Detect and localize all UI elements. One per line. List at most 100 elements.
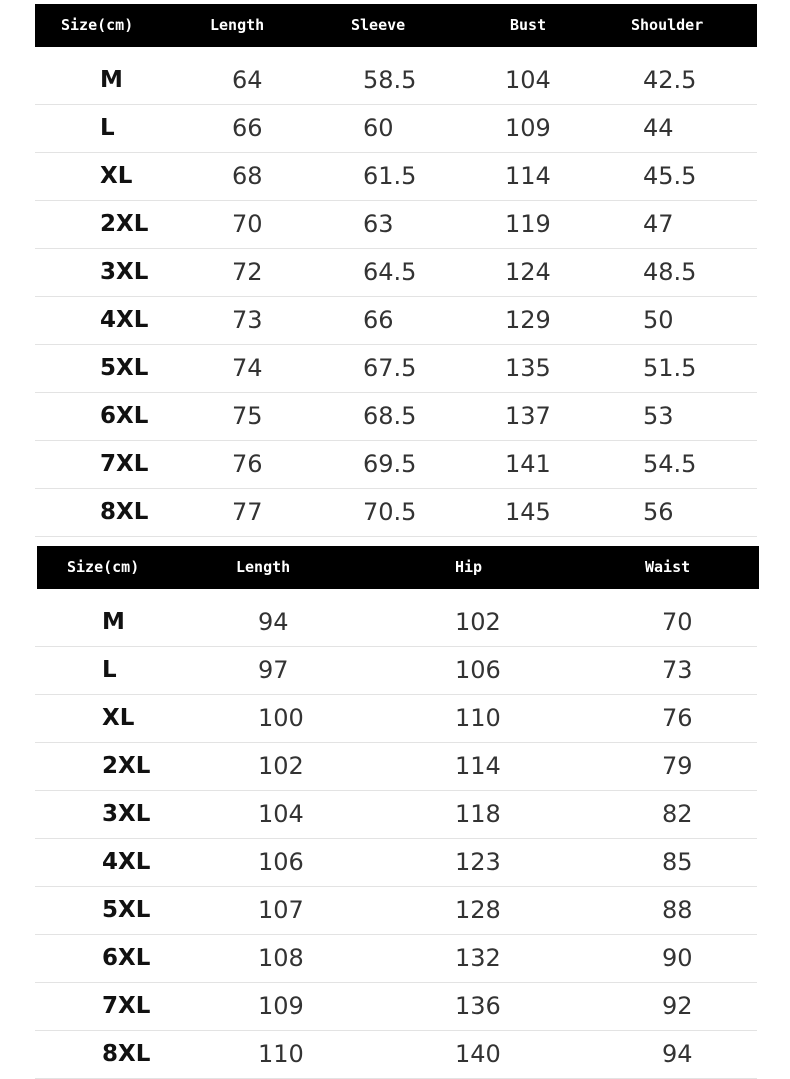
value-cell: 79 — [662, 752, 693, 780]
value-cell: 63 — [363, 210, 394, 238]
size-cell: M — [100, 67, 123, 93]
value-cell: 64.5 — [363, 258, 417, 286]
value-cell: 76 — [662, 704, 693, 732]
value-cell: 51.5 — [643, 354, 697, 382]
value-cell: 75 — [232, 402, 263, 430]
value-cell: 123 — [455, 848, 501, 876]
value-cell: 106 — [455, 656, 501, 684]
bottom-table-header: Size(cm) Length Hip Waist — [37, 546, 759, 589]
value-cell: 94 — [662, 1040, 693, 1068]
value-cell: 114 — [455, 752, 501, 780]
size-cell: 6XL — [102, 945, 151, 971]
value-cell: 104 — [505, 66, 551, 94]
size-cell: 3XL — [102, 801, 151, 827]
value-cell: 135 — [505, 354, 551, 382]
table-row: 7XL 76 69.5 141 54.5 — [35, 440, 757, 489]
value-cell: 100 — [258, 704, 304, 732]
header-cell: Length — [210, 16, 265, 34]
value-cell: 108 — [258, 944, 304, 972]
value-cell: 61.5 — [363, 162, 417, 190]
size-cell: 2XL — [100, 211, 149, 237]
table-row: 7XL 109 136 92 — [35, 982, 757, 1031]
top-table-header: Size(cm) Length Sleeve Bust Shoulder — [35, 4, 757, 47]
value-cell: 66 — [363, 306, 394, 334]
table-row: 4XL 73 66 129 50 — [35, 296, 757, 345]
value-cell: 92 — [662, 992, 693, 1020]
value-cell: 54.5 — [643, 450, 697, 478]
header-cell: Size(cm) — [61, 16, 134, 34]
header-cell: Waist — [645, 558, 691, 576]
value-cell: 145 — [505, 498, 551, 526]
value-cell: 114 — [505, 162, 551, 190]
value-cell: 73 — [662, 656, 693, 684]
value-cell: 97 — [258, 656, 289, 684]
value-cell: 118 — [455, 800, 501, 828]
header-cell: Sleeve — [351, 16, 406, 34]
table-row: M 64 58.5 104 42.5 — [35, 56, 757, 105]
size-cell: XL — [100, 163, 133, 189]
value-cell: 88 — [662, 896, 693, 924]
table-row: 2XL 102 114 79 — [35, 742, 757, 791]
value-cell: 82 — [662, 800, 693, 828]
size-cell: 6XL — [100, 403, 149, 429]
table-row: 6XL 108 132 90 — [35, 934, 757, 983]
size-cell: 4XL — [100, 307, 149, 333]
value-cell: 70 — [232, 210, 263, 238]
size-cell: 7XL — [100, 451, 149, 477]
table-row: 4XL 106 123 85 — [35, 838, 757, 887]
value-cell: 110 — [258, 1040, 304, 1068]
value-cell: 74 — [232, 354, 263, 382]
value-cell: 50 — [643, 306, 674, 334]
value-cell: 94 — [258, 608, 289, 636]
table-row: 3XL 72 64.5 124 48.5 — [35, 248, 757, 297]
value-cell: 44 — [643, 114, 674, 142]
value-cell: 66 — [232, 114, 263, 142]
value-cell: 58.5 — [363, 66, 417, 94]
value-cell: 119 — [505, 210, 551, 238]
value-cell: 141 — [505, 450, 551, 478]
size-cell: 8XL — [102, 1041, 151, 1067]
value-cell: 48.5 — [643, 258, 697, 286]
size-cell: 2XL — [102, 753, 151, 779]
value-cell: 132 — [455, 944, 501, 972]
value-cell: 104 — [258, 800, 304, 828]
value-cell: 128 — [455, 896, 501, 924]
size-cell: 8XL — [100, 499, 149, 525]
table-row: 2XL 70 63 119 47 — [35, 200, 757, 249]
size-cell: 7XL — [102, 993, 151, 1019]
value-cell: 90 — [662, 944, 693, 972]
size-cell: L — [102, 657, 117, 683]
value-cell: 73 — [232, 306, 263, 334]
value-cell: 42.5 — [643, 66, 697, 94]
value-cell: 77 — [232, 498, 263, 526]
value-cell: 60 — [363, 114, 394, 142]
value-cell: 53 — [643, 402, 674, 430]
table-row: L 97 106 73 — [35, 646, 757, 695]
value-cell: 110 — [455, 704, 501, 732]
value-cell: 129 — [505, 306, 551, 334]
size-cell: XL — [102, 705, 135, 731]
value-cell: 68 — [232, 162, 263, 190]
value-cell: 67.5 — [363, 354, 417, 382]
value-cell: 136 — [455, 992, 501, 1020]
value-cell: 102 — [455, 608, 501, 636]
value-cell: 76 — [232, 450, 263, 478]
value-cell: 109 — [258, 992, 304, 1020]
value-cell: 137 — [505, 402, 551, 430]
size-cell: 5XL — [100, 355, 149, 381]
size-cell: M — [102, 609, 125, 635]
value-cell: 56 — [643, 498, 674, 526]
value-cell: 69.5 — [363, 450, 417, 478]
table-row: 5XL 74 67.5 135 51.5 — [35, 344, 757, 393]
value-cell: 85 — [662, 848, 693, 876]
value-cell: 140 — [455, 1040, 501, 1068]
table-row: XL 68 61.5 114 45.5 — [35, 152, 757, 201]
table-row: 6XL 75 68.5 137 53 — [35, 392, 757, 441]
value-cell: 68.5 — [363, 402, 417, 430]
value-cell: 124 — [505, 258, 551, 286]
header-cell: Length — [236, 558, 291, 576]
value-cell: 70.5 — [363, 498, 417, 526]
value-cell: 109 — [505, 114, 551, 142]
header-cell: Bust — [510, 16, 547, 34]
value-cell: 70 — [662, 608, 693, 636]
